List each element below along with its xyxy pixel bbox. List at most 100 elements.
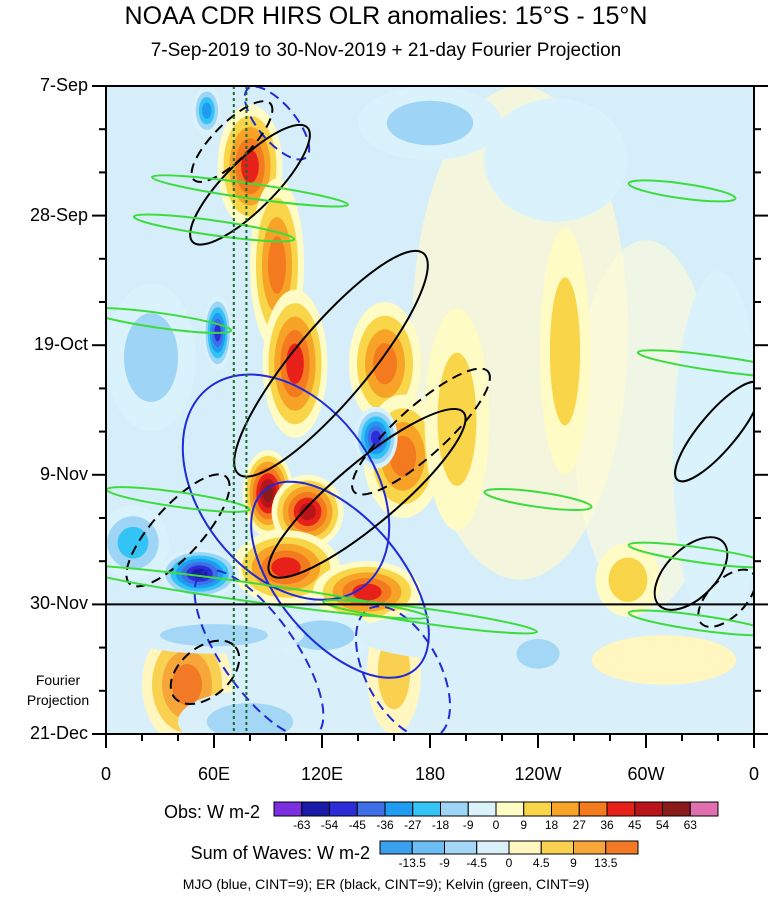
er-contour: [674, 380, 754, 483]
obs-anomaly-patch: [299, 503, 316, 521]
wave-colorbar-box: [573, 840, 607, 855]
projection-anomaly-patch: [160, 624, 268, 647]
wave-colorbar-tick-label: 4.5: [532, 856, 550, 870]
obs-anomaly-patch: [673, 271, 754, 642]
obs-colorbar-box: [273, 801, 303, 817]
y-tick-label: 7-Sep: [39, 75, 88, 95]
obs-colorbar-box: [329, 801, 358, 817]
obs-colorbar-tick-label: -9: [462, 818, 474, 832]
er-contour: [190, 100, 274, 183]
projection-anomaly-patch: [516, 638, 560, 669]
obs-colorbar-tick-label: -36: [376, 818, 394, 832]
wave-colorbar-box: [444, 840, 478, 855]
er-contour: [267, 407, 467, 579]
obs-colorbar-box: [356, 801, 386, 817]
kelvin-contour: [636, 349, 754, 379]
obs-colorbar-tick-label: 9: [520, 818, 528, 832]
mjo-contour: [354, 605, 452, 734]
obs-anomaly-patch: [124, 313, 178, 402]
obs-anomaly-patch: [241, 149, 259, 184]
wave-colorbar-tick-label: 9: [570, 856, 577, 870]
obs-colorbar-tick-label: 36: [600, 818, 614, 832]
wave-colorbar-box: [540, 840, 574, 855]
kelvin-contour: [322, 599, 538, 635]
obs-colorbar-box: [606, 801, 636, 817]
wave-colorbar-tick-label: -13.5: [398, 856, 426, 870]
wave-colorbar-label: Sum of Waves: W m-2: [190, 843, 370, 863]
chart-subtitle: 7-Sep-2019 to 30-Nov-2019 + 21-day Fouri…: [150, 40, 622, 61]
x-tick-label: 0: [100, 764, 111, 784]
obs-colorbar-tick-label: -54: [320, 818, 339, 832]
obs-colorbar-box: [301, 801, 330, 817]
obs-anomaly-patch: [268, 236, 286, 294]
obs-colorbar-label: Obs: W m-2: [163, 802, 260, 822]
obs-colorbar-tick-label: -18: [431, 818, 450, 832]
fourier-projection-line: Projection: [26, 692, 90, 708]
obs-colorbar-tick-label: 0: [492, 818, 500, 832]
obs-colorbar-box: [467, 801, 497, 817]
obs-colorbar-box: [689, 801, 719, 817]
obs-anomaly-patch: [484, 98, 628, 222]
obs-colorbar-tick-label: 45: [628, 818, 642, 832]
obs-colorbar-tick-label: 27: [572, 818, 586, 832]
contour-legend-footnote: MJO (blue, CINT=9); ER (black, CINT=9); …: [182, 876, 590, 892]
fourier-projection-label: Fourier Projection: [18, 670, 98, 710]
obs-colorbar-box: [578, 801, 608, 817]
projection-anomaly-patch: [206, 703, 294, 734]
er-contour: [697, 568, 754, 628]
kelvin-contour: [150, 174, 350, 208]
obs-anomaly-patch: [608, 557, 648, 602]
obs-anomaly-patch: [437, 352, 477, 486]
x-tick-label: 60W: [627, 764, 665, 784]
obs-anomaly-patch: [271, 557, 301, 578]
er-contour: [125, 473, 231, 588]
obs-colorbar-tick-label: -27: [404, 818, 422, 832]
obs-anomaly-patch: [117, 526, 149, 559]
kelvin-contour: [132, 213, 296, 243]
er-contour: [233, 249, 429, 478]
y-tick-label: 28-Sep: [29, 204, 88, 225]
mjo-contour: [181, 373, 391, 601]
wave-colorbar-box: [476, 840, 510, 855]
obs-colorbar-box: [523, 801, 552, 817]
obs-anomaly-patch: [289, 620, 355, 651]
obs-anomaly-patch: [549, 277, 581, 426]
wave-colorbar-box: [508, 840, 542, 855]
kelvin-contour: [106, 564, 430, 620]
obs-anomaly-patch: [202, 102, 212, 119]
kelvin-contour: [483, 487, 593, 511]
obs-colorbar-box: [440, 801, 469, 817]
wave-colorbar-box: [411, 840, 445, 855]
obs-colorbar-tick-label: 18: [544, 818, 559, 832]
obs-colorbar-tick-label: -63: [293, 818, 311, 832]
wave-colorbar-tick-label: -4.5: [466, 856, 488, 870]
obs-anomaly-patch: [352, 583, 382, 601]
fourier-projection-line: Fourier: [35, 672, 81, 688]
wave-colorbar-box: [379, 840, 413, 855]
er-contour: [351, 367, 491, 496]
obs-colorbar-box: [412, 801, 441, 817]
kelvin-contour: [627, 541, 754, 569]
mjo-contour: [193, 568, 325, 734]
wave-colorbar-tick-label: -9: [439, 856, 450, 870]
chart-title: NOAA CDR HIRS OLR anomalies: 15°S - 15°N: [124, 2, 648, 30]
obs-anomaly-patch: [373, 343, 397, 385]
wave-colorbar-tick-label: 0: [505, 856, 513, 870]
obs-colorbar-box: [384, 801, 414, 817]
x-tick-label: 0: [748, 764, 759, 784]
obs-colorbar-box: [634, 801, 663, 817]
x-tick-label: 180: [414, 764, 446, 784]
obs-colorbar-box: [495, 801, 525, 817]
x-tick-label: 120E: [300, 764, 344, 784]
obs-colorbar-box: [551, 801, 580, 817]
kelvin-contour: [627, 179, 737, 203]
projection-anomaly-patch: [172, 664, 202, 706]
kelvin-contour: [106, 307, 233, 334]
obs-anomaly-patch: [371, 430, 381, 445]
er-contour: [189, 123, 311, 246]
x-tick-label: 120W: [514, 764, 562, 784]
obs-anomaly-patch: [386, 100, 474, 146]
obs-colorbar-box: [662, 801, 691, 817]
y-tick-label: 19-Oct: [33, 334, 88, 355]
